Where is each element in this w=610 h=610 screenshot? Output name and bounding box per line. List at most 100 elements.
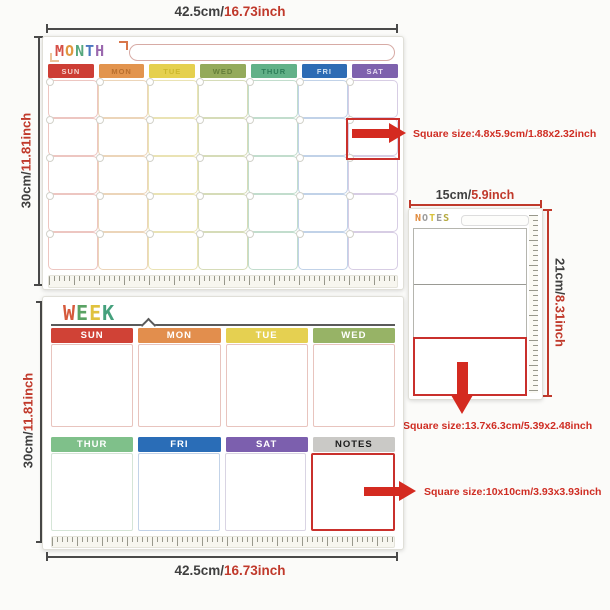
month-cell	[96, 116, 148, 156]
cell-ring-icon	[346, 230, 354, 238]
month-width-cm: 42.5cm/	[174, 4, 224, 19]
day-tab-notes: NOTES	[312, 437, 395, 452]
month-cell	[96, 230, 148, 270]
month-cell	[346, 192, 398, 232]
month-cell	[146, 154, 198, 194]
cell-ring-icon	[146, 116, 154, 124]
title-letter: O	[422, 213, 430, 224]
cell-ring-icon	[46, 192, 54, 200]
month-cell	[296, 78, 348, 118]
week-board-title: WEEK	[63, 303, 115, 323]
dim-tick	[543, 395, 552, 397]
day-tab-wed: WED	[312, 328, 395, 343]
title-letter: O	[65, 42, 76, 60]
month-cell	[146, 116, 198, 156]
month-day-header-row: SUN MON TUE WED THUR FRI SAT	[48, 64, 399, 78]
week-day-header-row-1: SUN MON TUE WED	[51, 328, 395, 343]
cell-ring-icon	[296, 154, 304, 162]
week-cell-fri	[137, 453, 220, 531]
week-planner-board: WEEK SUN MON TUE WED THUR FRI SAT NOTES	[42, 296, 404, 550]
month-cell	[196, 154, 248, 194]
month-cell	[46, 192, 98, 232]
day-tab-sat: SAT	[225, 437, 308, 452]
week-width-cm: 42.5cm/	[174, 563, 224, 578]
month-cell	[246, 230, 298, 270]
cell-ring-icon	[96, 154, 104, 162]
day-tab-sun: SUN	[51, 328, 134, 343]
month-cell	[146, 78, 198, 118]
month-cell	[96, 192, 148, 232]
cell-ring-icon	[296, 116, 304, 124]
day-tab-wed: WED	[200, 64, 246, 78]
month-cell	[146, 230, 198, 270]
month-cell	[296, 230, 348, 270]
month-cell	[196, 230, 248, 270]
title-bracket-icon	[50, 53, 59, 62]
week-cells-row-1	[51, 344, 395, 427]
dim-tick	[34, 36, 43, 38]
week-title-underline	[51, 324, 395, 326]
notes-width-inch: 5.9inch	[471, 188, 515, 202]
notes-cell-size-annotation: Square size:13.7x6.3cm/5.39x2.48inch	[403, 420, 593, 432]
month-cell	[246, 78, 298, 118]
title-letter: E	[436, 213, 444, 224]
notes-width-label: 15cm/5.9inch	[410, 188, 540, 202]
week-width-inch: 16.73inch	[224, 563, 286, 578]
title-letter: H	[95, 42, 106, 60]
cell-ring-icon	[46, 78, 54, 86]
month-cell	[346, 78, 398, 118]
month-cell	[346, 230, 398, 270]
day-tab-fri: FRI	[138, 437, 221, 452]
week-day-header-row-2: THUR FRI SAT NOTES	[51, 437, 395, 452]
notes-width-cm: 15cm/	[435, 188, 472, 202]
week-cell-sat	[224, 453, 307, 531]
cell-ring-icon	[346, 192, 354, 200]
day-tab-tue: TUE	[225, 328, 308, 343]
week-cells-row-2	[51, 453, 395, 531]
cell-ring-icon	[96, 192, 104, 200]
month-cell	[96, 78, 148, 118]
month-cell	[96, 154, 148, 194]
day-tab-thur: THUR	[250, 64, 297, 78]
cell-ring-icon	[146, 78, 154, 86]
cell-ring-icon	[246, 78, 254, 86]
week-cell-size-annotation: Square size:10x10cm/3.93x3.93inch	[424, 486, 602, 498]
title-letter: S	[443, 213, 451, 224]
notes-section-divider	[414, 284, 526, 285]
dim-tick	[46, 552, 48, 561]
title-letter: T	[85, 42, 96, 60]
week-width-label: 42.5cm/16.73inch	[60, 563, 400, 578]
cell-ring-icon	[46, 154, 54, 162]
cell-ring-icon	[246, 154, 254, 162]
title-letter: E	[76, 301, 90, 325]
month-planner-board: MONTH SUN MON TUE WED THUR FRI SAT	[42, 36, 404, 290]
day-tab-sat: SAT	[352, 64, 399, 78]
week-height-label: 30cm/11.81inch	[21, 346, 36, 496]
day-tab-fri: FRI	[301, 64, 348, 78]
month-width-inch: 16.73inch	[224, 4, 286, 19]
notes-height-label: 21cm/8.31inch	[553, 228, 568, 378]
week-cell-wed	[312, 344, 395, 427]
week-height-dimline	[40, 302, 42, 542]
day-tab-thur: THUR	[51, 437, 134, 452]
cell-ring-icon	[196, 230, 204, 238]
title-bracket-icon	[119, 41, 128, 50]
month-cell	[296, 154, 348, 194]
month-width-dimline	[47, 28, 397, 30]
month-cell	[296, 192, 348, 232]
cell-ring-icon	[296, 192, 304, 200]
day-tab-tue: TUE	[149, 64, 196, 78]
dim-tick	[36, 301, 45, 303]
notes-board-title: NOTES	[415, 214, 450, 224]
cell-ring-icon	[246, 192, 254, 200]
week-height-cm: 30cm/	[20, 431, 36, 469]
week-cell-thur	[51, 453, 133, 531]
arrow-right-icon	[364, 487, 400, 496]
notes-height-dimline	[547, 210, 549, 396]
week-cell-mon	[138, 344, 221, 427]
notes-width-dimline	[410, 204, 541, 206]
week-cell-sun	[51, 344, 134, 427]
month-cell	[46, 116, 98, 156]
week-height-inch: 11.81inch	[20, 372, 36, 432]
month-height-label: 30cm/11.81inch	[19, 86, 34, 236]
